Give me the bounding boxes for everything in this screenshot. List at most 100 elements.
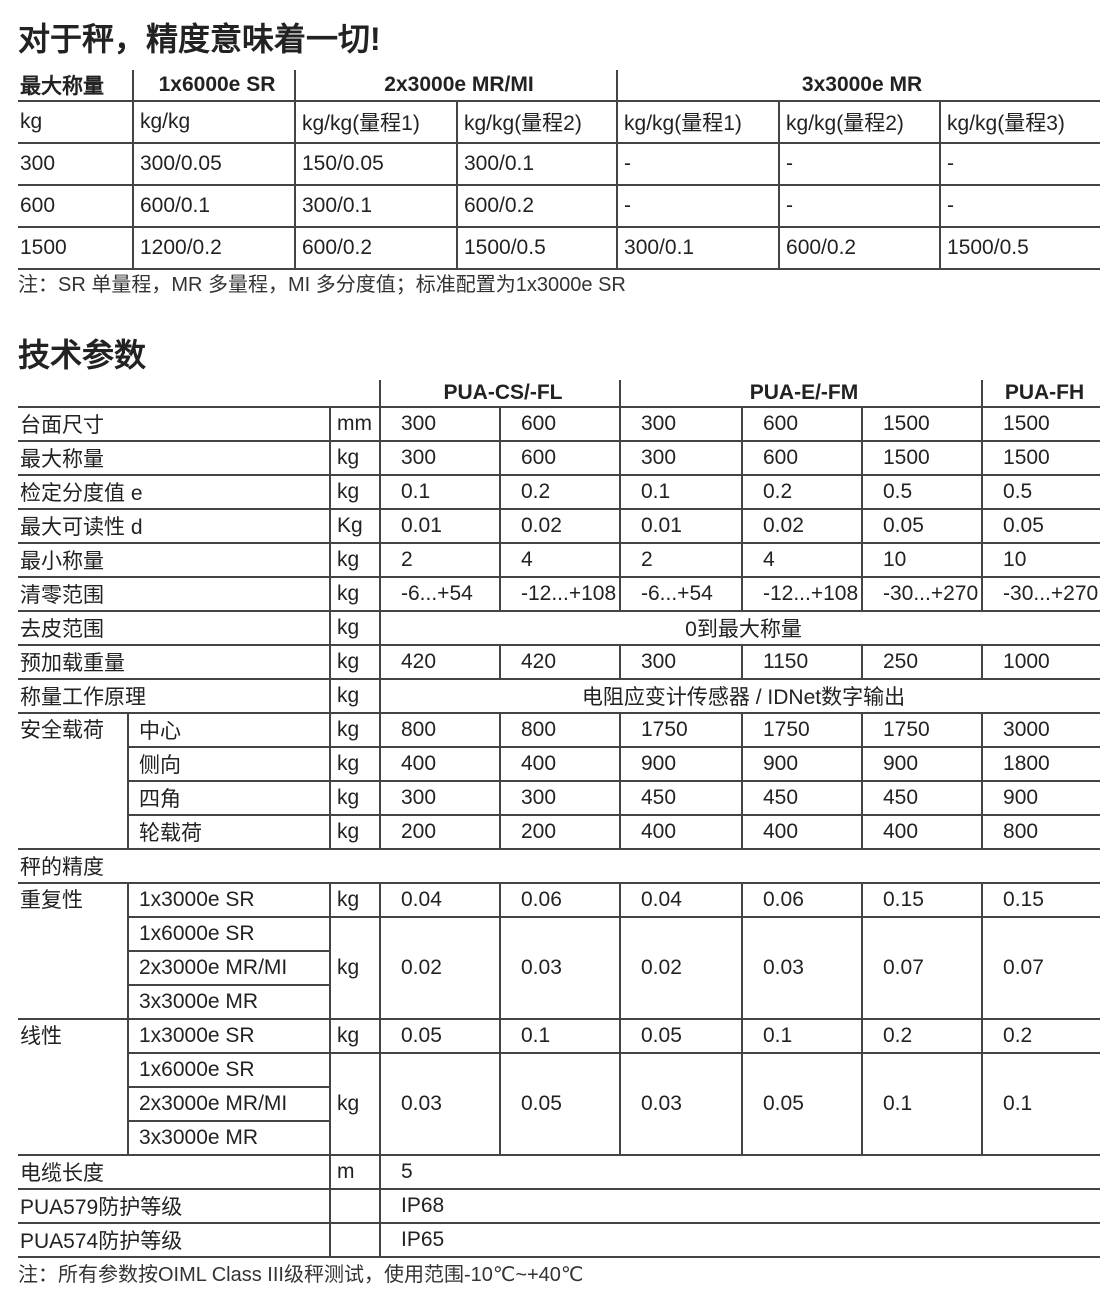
table-cell: - (616, 185, 780, 228)
value-cell: 0.15 (860, 883, 983, 918)
value-cell: 3000 (981, 713, 1101, 748)
table-cell: - (778, 185, 941, 228)
value-cell: 0.2 (981, 1019, 1101, 1054)
row-label: 线性 (18, 1019, 128, 1156)
unit-cell: Kg (329, 509, 380, 544)
unit-row: kg kg/kg kg/kg(量程1) kg/kg(量程2) kg/kg(量程1) kg/… (18, 101, 1101, 144)
value-cell: 250 (860, 645, 983, 680)
unit-cell: kg (329, 577, 380, 612)
value-cell: 0.02 (379, 917, 500, 1020)
row-label: 安全载荷 (18, 713, 128, 850)
table-cell: - (616, 143, 780, 186)
value-cell: 200 (379, 815, 500, 850)
unit-cell: mm (329, 407, 380, 442)
header-row: PUA-CS/-FL PUA-E/-FM PUA-FH (18, 380, 1101, 408)
table-cell: 600/0.2 (294, 227, 457, 270)
value-cell: 0.5 (860, 475, 983, 510)
merged-value: 0到最大称量 (378, 611, 1101, 646)
spec-row: 检定分度值 e kg 0.1 0.2 0.1 0.2 0.5 0.5 (18, 475, 1101, 510)
value-cell: 1800 (981, 747, 1101, 782)
sub-label: 3x3000e MR (127, 1121, 330, 1156)
value-cell: 1500 (860, 441, 983, 476)
accuracy-row: 重复性 1x3000e SR kg 0.04 0.06 0.04 0.06 0.15 0.15 (18, 883, 1101, 1020)
unit-cell: kg/kg(量程2) (778, 101, 941, 144)
spec-table: PUA-CS/-FL PUA-E/-FM PUA-FH 台面尺寸 mm 300 600 300… (18, 380, 1101, 1258)
spec-row: 最大称量 kg 300 600 300 600 1500 1500 (18, 441, 1101, 476)
accuracy-row: 线性 1x3000e SR kg 0.05 0.1 0.05 0.1 0.2 0.2 (18, 1019, 1101, 1156)
value-cell: 0.02 (619, 917, 742, 1020)
value-cell: 0.07 (981, 917, 1101, 1020)
value-cell: -6...+54 (619, 577, 742, 612)
sub-label: 1x6000e SR (127, 1053, 330, 1088)
value-cell: 400 (619, 815, 742, 850)
value-cell: 600 (499, 441, 620, 476)
capacity-section-title: 对于秤，精度意味着一切! (18, 21, 381, 57)
accuracy-row: 1x6000e SR kg 0.03 0.05 0.03 0.05 0.1 0.1 (18, 1053, 1101, 1156)
value-cell: 0.03 (619, 1053, 742, 1156)
unit-cell: kg/kg (132, 101, 295, 144)
sub-label: 四角 (127, 781, 330, 816)
table-cell: 300/0.05 (132, 143, 295, 186)
group-header: PUA-E/-FM (618, 380, 983, 408)
value-cell: 0.05 (741, 1053, 862, 1156)
sub-label: 3x3000e MR (127, 985, 330, 1020)
value-cell: 0.15 (981, 883, 1101, 918)
header-row: 最大称量 1x6000e SR 2x3000e MR/MI 3x3000e MR (18, 70, 1101, 102)
value-cell: 0.04 (379, 883, 500, 918)
table-row: 300 300/0.05 150/0.05 300/0.1- - - (18, 143, 1101, 186)
value-cell: 1750 (860, 713, 983, 748)
value-cell: 400 (379, 747, 500, 782)
sub-label: 中心 (127, 713, 330, 748)
value-cell: 900 (981, 781, 1101, 816)
value-cell: 0.2 (741, 475, 862, 510)
accuracy-row: 3x3000e MR (18, 1121, 1100, 1156)
value-cell: 1750 (741, 713, 862, 748)
row-label: 最小称量 (18, 543, 330, 578)
value-cell: 1500 (981, 407, 1101, 442)
group-header: PUA-FH (981, 380, 1101, 408)
value-cell: 400 (741, 815, 862, 850)
row-label: 检定分度值 e (18, 475, 330, 510)
table-cell: 600/0.1 (132, 185, 295, 228)
value-cell: -12...+108 (741, 577, 862, 612)
table-cell: 300/0.1 (294, 185, 457, 228)
value-cell: 0.05 (499, 1053, 620, 1156)
table-cell: 300/0.1 (616, 227, 780, 270)
safety-row: 轮载荷 kg 200 200 400 400 400 800 (18, 815, 1101, 850)
unit-cell: kg (329, 611, 380, 646)
value-cell: 800 (499, 713, 620, 748)
value-cell: 420 (379, 645, 500, 680)
unit-cell: kg (329, 475, 380, 510)
sub-label: 1x3000e SR (127, 1019, 330, 1054)
value-cell: 1500 (860, 407, 983, 442)
unit-cell: kg/kg(量程1) (294, 101, 457, 144)
table-cell: 300 (18, 143, 133, 186)
unit-cell: kg (329, 883, 380, 918)
value-cell: 400 (860, 815, 983, 850)
spec-row: 台面尺寸 mm 300 600 300 600 1500 1500 (18, 407, 1101, 442)
safety-row: 四角 kg 300 300 450 450 450 900 (18, 781, 1101, 816)
value-cell: IP65 (378, 1223, 1101, 1258)
unit-cell: kg (329, 815, 380, 850)
value-cell: 1750 (619, 713, 742, 748)
accuracy-row: 3x3000e MR (18, 985, 1100, 1020)
value-cell: 5 (378, 1155, 1101, 1190)
value-cell: 0.1 (619, 475, 742, 510)
table-cell: 600/0.2 (455, 185, 618, 228)
value-cell: 300 (379, 441, 500, 476)
row-label: PUA579防护等级 (18, 1189, 330, 1224)
value-cell: 0.02 (499, 509, 620, 544)
capacity-table: 最大称量 1x6000e SR 2x3000e MR/MI 3x3000e MR kg k… (18, 70, 1101, 270)
value-cell: 0.05 (379, 1019, 500, 1054)
unit-cell (329, 1223, 380, 1258)
value-cell: 0.07 (860, 917, 983, 1020)
row-label: 清零范围 (18, 577, 330, 612)
value-cell: 10 (981, 543, 1101, 578)
row-label: 称量工作原理 (18, 679, 330, 714)
column-header: 3x3000e MR (616, 70, 1101, 102)
table-cell: 1500/0.5 (455, 227, 618, 270)
unit-cell: kg/kg(量程3) (939, 101, 1101, 144)
value-cell: 0.06 (499, 883, 620, 918)
sub-label: 轮载荷 (127, 815, 330, 850)
section-heading-row: 秤的精度 (18, 849, 1101, 884)
